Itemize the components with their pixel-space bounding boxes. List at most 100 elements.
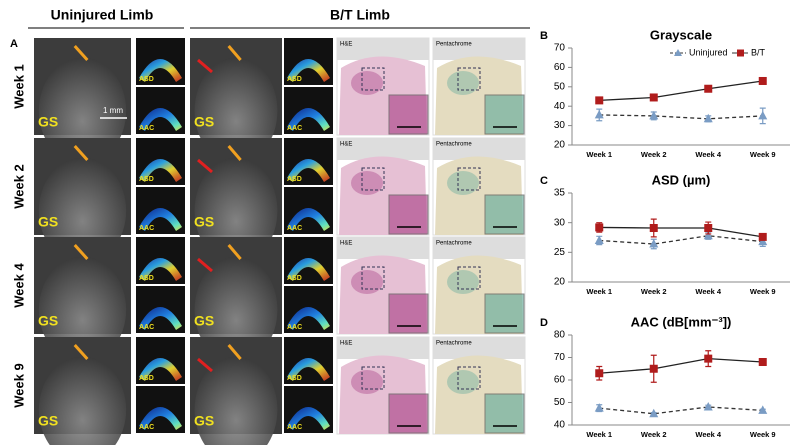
image-label: AAC xyxy=(139,324,154,331)
arrow xyxy=(73,44,89,62)
image-label: GS xyxy=(38,214,58,230)
image-label: Pentachrome xyxy=(436,142,472,148)
y-tick-label: 35 xyxy=(554,188,566,199)
marker xyxy=(758,358,767,366)
arrow xyxy=(227,244,242,260)
tissue-shape xyxy=(194,256,278,364)
tissue-stain xyxy=(447,171,479,195)
chart-title: Grayscale xyxy=(650,27,712,42)
marker xyxy=(595,223,604,232)
image-label: Pentachrome xyxy=(436,341,472,347)
marker xyxy=(703,113,713,123)
y-tick-label: 25 xyxy=(554,247,566,258)
y-tick-label: 50 xyxy=(554,397,566,408)
inset xyxy=(388,393,429,434)
map-overlay xyxy=(139,159,182,182)
scale-label: 1 mm xyxy=(103,106,123,115)
image-label: Pentachrome xyxy=(436,241,472,247)
x-tick-label: Week 9 xyxy=(750,150,776,159)
series-line xyxy=(599,114,763,120)
map-overlay xyxy=(139,108,182,131)
arrow xyxy=(227,344,242,360)
arrow xyxy=(227,145,242,161)
legend-label: B/T xyxy=(751,47,766,57)
panel-label: C xyxy=(540,175,548,187)
histology-top xyxy=(337,138,429,160)
inset xyxy=(484,393,525,434)
series-line xyxy=(599,357,763,374)
tissue-stain xyxy=(351,370,383,394)
x-tick-label: Week 1 xyxy=(586,430,612,439)
tissue-shape xyxy=(194,356,278,445)
image-label: GS xyxy=(194,114,214,130)
map-overlay xyxy=(287,208,330,231)
histology-top xyxy=(433,38,525,60)
y-tick-label: 70 xyxy=(554,43,566,54)
tissue-stain xyxy=(447,370,479,394)
x-tick-label: Week 9 xyxy=(750,287,776,296)
panel-label: D xyxy=(540,317,548,329)
marker xyxy=(649,239,659,248)
map-overlay xyxy=(139,208,182,231)
y-tick-label: 70 xyxy=(554,352,566,363)
image-label: AAC xyxy=(139,125,154,132)
chart-title: AAC (dB[mm⁻³]) xyxy=(631,314,732,329)
panel-label: B xyxy=(540,30,548,42)
histology-top xyxy=(433,337,525,359)
roi-box xyxy=(361,366,385,390)
image-label: AAC xyxy=(287,225,302,232)
x-tick-label: Week 4 xyxy=(695,430,722,439)
marker xyxy=(594,109,604,119)
map-overlay xyxy=(139,358,182,381)
roi-box xyxy=(361,67,385,91)
x-tick-label: Week 4 xyxy=(695,287,722,296)
column-header: B/T Limb xyxy=(330,7,390,23)
roi-box xyxy=(457,167,481,191)
marker xyxy=(649,93,658,102)
legend-marker xyxy=(737,49,744,57)
marker xyxy=(704,84,713,93)
map-overlay xyxy=(287,407,330,430)
series-line xyxy=(599,80,763,102)
image-label: AAC xyxy=(287,324,302,331)
marker xyxy=(758,405,768,414)
image-label: ASD xyxy=(139,275,154,282)
image-label: H&E xyxy=(340,241,352,247)
marker xyxy=(649,110,659,120)
arrow xyxy=(197,357,213,373)
image-label: GS xyxy=(194,413,214,429)
arrow xyxy=(197,158,213,174)
marker xyxy=(703,230,713,240)
arrow xyxy=(73,144,89,162)
inset xyxy=(484,293,525,334)
marker xyxy=(704,224,713,233)
tissue-shape xyxy=(38,356,127,445)
x-tick-label: Week 2 xyxy=(641,287,667,296)
map-overlay xyxy=(287,258,330,281)
roi-box xyxy=(361,167,385,191)
image-label: ASD xyxy=(287,375,302,382)
image-label: GS xyxy=(194,313,214,329)
image-label: ASD xyxy=(139,176,154,183)
marker xyxy=(649,224,658,233)
roi-box xyxy=(457,366,481,390)
marker xyxy=(595,96,604,105)
roi-box xyxy=(457,266,481,290)
arrow xyxy=(197,58,213,74)
inset xyxy=(484,194,525,235)
image-label: GS xyxy=(194,214,214,230)
column-header: Uninjured Limb xyxy=(51,7,154,23)
image-label: GS xyxy=(38,413,58,429)
image-label: ASD xyxy=(287,176,302,183)
tissue-shape xyxy=(38,57,127,165)
inset xyxy=(388,293,429,334)
map-overlay xyxy=(287,108,330,131)
image-label: GS xyxy=(38,114,58,130)
tissue-stain xyxy=(447,71,479,95)
map-overlay xyxy=(139,307,182,330)
y-tick-label: 60 xyxy=(554,375,566,386)
y-tick-label: 30 xyxy=(554,217,566,228)
image-label: GS xyxy=(38,313,58,329)
inset xyxy=(484,94,525,135)
